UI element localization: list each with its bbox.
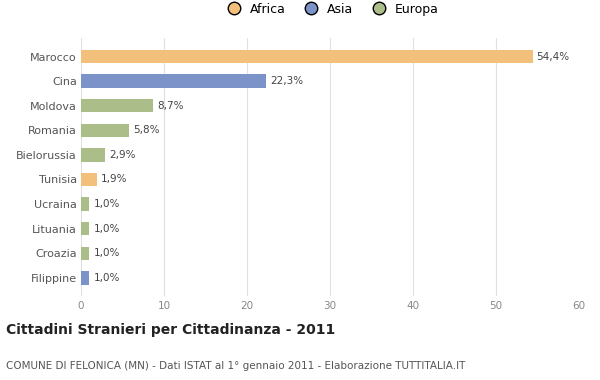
Bar (81, 148, 105, 162)
Text: COMUNE DI FELONICA (MN) - Dati ISTAT al 1° gennaio 2011 - Elaborazione TUTTITALI: COMUNE DI FELONICA (MN) - Dati ISTAT al … (6, 361, 466, 370)
Bar (81, 99, 153, 112)
Text: 1,0%: 1,0% (94, 273, 120, 283)
Text: 22,3%: 22,3% (270, 76, 304, 86)
Text: Cittadini Stranieri per Cittadinanza - 2011: Cittadini Stranieri per Cittadinanza - 2… (6, 323, 335, 337)
Text: 5,8%: 5,8% (133, 125, 160, 135)
Text: 1,0%: 1,0% (94, 248, 120, 258)
Bar (81, 74, 266, 88)
Text: 1,0%: 1,0% (94, 199, 120, 209)
Text: 1,0%: 1,0% (94, 224, 120, 234)
Bar (81, 271, 89, 285)
Bar (81, 124, 129, 137)
Bar (81, 197, 89, 211)
Bar (81, 50, 533, 63)
Bar (81, 247, 89, 260)
Bar (81, 222, 89, 236)
Text: 8,7%: 8,7% (157, 101, 184, 111)
Text: 54,4%: 54,4% (536, 52, 570, 62)
Bar (81, 173, 97, 186)
Legend: Africa, Asia, Europa: Africa, Asia, Europa (217, 0, 443, 21)
Text: 1,9%: 1,9% (101, 174, 127, 185)
Text: 2,9%: 2,9% (109, 150, 136, 160)
